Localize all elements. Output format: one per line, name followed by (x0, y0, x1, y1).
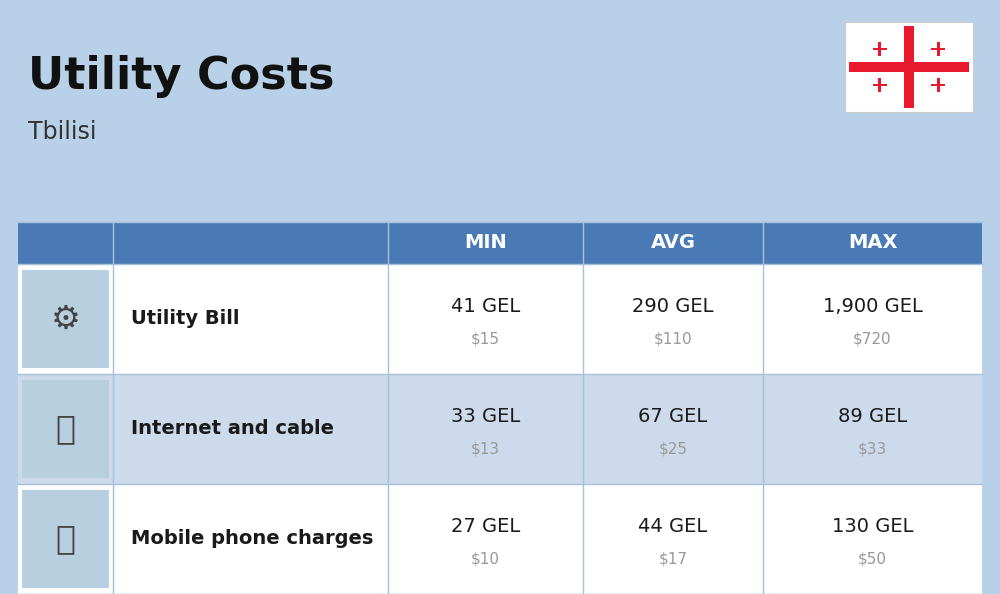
Text: $720: $720 (853, 331, 892, 346)
Bar (22, 380, 109, 478)
Text: 📱: 📱 (56, 523, 76, 555)
Text: $50: $50 (858, 551, 887, 567)
Text: 44 GEL: 44 GEL (638, 517, 708, 536)
Bar (22, 270, 109, 368)
Bar (931, 84, 945, 86)
Bar (878, 42, 881, 56)
Bar (18, 374, 982, 484)
Text: 130 GEL: 130 GEL (832, 517, 913, 536)
Bar (18, 264, 982, 374)
Text: ⚙: ⚙ (51, 302, 80, 336)
Text: $33: $33 (858, 441, 887, 457)
Bar (22, 490, 109, 588)
Text: Utility Bill: Utility Bill (131, 309, 240, 328)
Bar (18, 484, 982, 594)
Text: AVG: AVG (650, 233, 696, 252)
Text: 41 GEL: 41 GEL (451, 298, 520, 317)
Text: MAX: MAX (848, 233, 897, 252)
Text: 67 GEL: 67 GEL (638, 407, 708, 426)
Bar (937, 42, 940, 56)
Text: $110: $110 (654, 331, 692, 346)
Text: 1,900 GEL: 1,900 GEL (823, 298, 922, 317)
Text: 290 GEL: 290 GEL (632, 298, 714, 317)
Text: 27 GEL: 27 GEL (451, 517, 520, 536)
Bar (937, 78, 940, 92)
Bar (873, 48, 887, 50)
Text: $17: $17 (658, 551, 688, 567)
Bar (904, 26, 914, 108)
Text: $15: $15 (471, 331, 500, 346)
Text: Utility Costs: Utility Costs (28, 55, 334, 98)
Bar (849, 62, 969, 72)
Bar (873, 84, 887, 86)
Bar (931, 48, 945, 50)
Text: $10: $10 (471, 551, 500, 567)
Bar (878, 78, 881, 92)
Text: 📡: 📡 (56, 412, 76, 446)
Text: $13: $13 (471, 441, 500, 457)
Text: Internet and cable: Internet and cable (131, 419, 334, 438)
Text: $25: $25 (658, 441, 688, 457)
Text: 89 GEL: 89 GEL (838, 407, 907, 426)
Bar (18, 222, 982, 264)
Text: Mobile phone charges: Mobile phone charges (131, 529, 373, 548)
Text: Tbilisi: Tbilisi (28, 120, 96, 144)
Bar (845, 22, 973, 112)
Text: MIN: MIN (464, 233, 507, 252)
Text: 33 GEL: 33 GEL (451, 407, 520, 426)
